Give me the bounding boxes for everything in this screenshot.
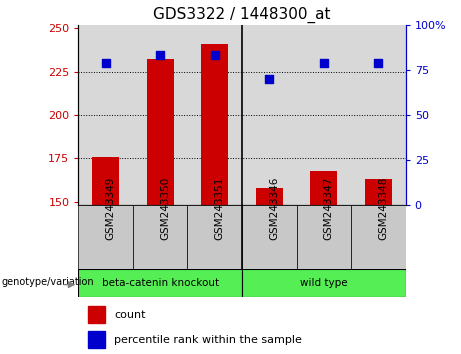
Bar [365, 179, 392, 205]
Point [266, 76, 273, 82]
Bar [133, 205, 188, 269]
Point [157, 53, 164, 58]
Bar [296, 205, 351, 269]
Bar [88, 331, 105, 348]
Title: GDS3322 / 1448300_at: GDS3322 / 1448300_at [153, 7, 331, 23]
Bar [188, 205, 242, 269]
Bar [256, 188, 283, 205]
Bar [201, 44, 228, 205]
Text: GSM243351: GSM243351 [215, 177, 225, 240]
Text: wild type: wild type [300, 278, 348, 288]
Text: genotype/variation: genotype/variation [1, 277, 94, 287]
Text: GSM243348: GSM243348 [378, 177, 389, 240]
Point [375, 60, 382, 65]
Point [102, 60, 109, 65]
Bar [242, 205, 296, 269]
Bar [147, 59, 174, 205]
Text: beta-catenin knockout: beta-catenin knockout [101, 278, 219, 288]
Point [211, 53, 219, 58]
Text: GSM243346: GSM243346 [269, 177, 279, 240]
Text: GSM243347: GSM243347 [324, 177, 334, 240]
Text: percentile rank within the sample: percentile rank within the sample [114, 335, 302, 344]
Bar [78, 205, 133, 269]
Point [320, 60, 327, 65]
Bar [310, 171, 337, 205]
Text: GSM243349: GSM243349 [106, 177, 116, 240]
Bar [242, 269, 406, 297]
Text: GSM243350: GSM243350 [160, 177, 170, 240]
Bar [351, 205, 406, 269]
Bar [92, 157, 119, 205]
Bar [88, 306, 105, 323]
Text: count: count [114, 310, 146, 320]
Bar [78, 269, 242, 297]
